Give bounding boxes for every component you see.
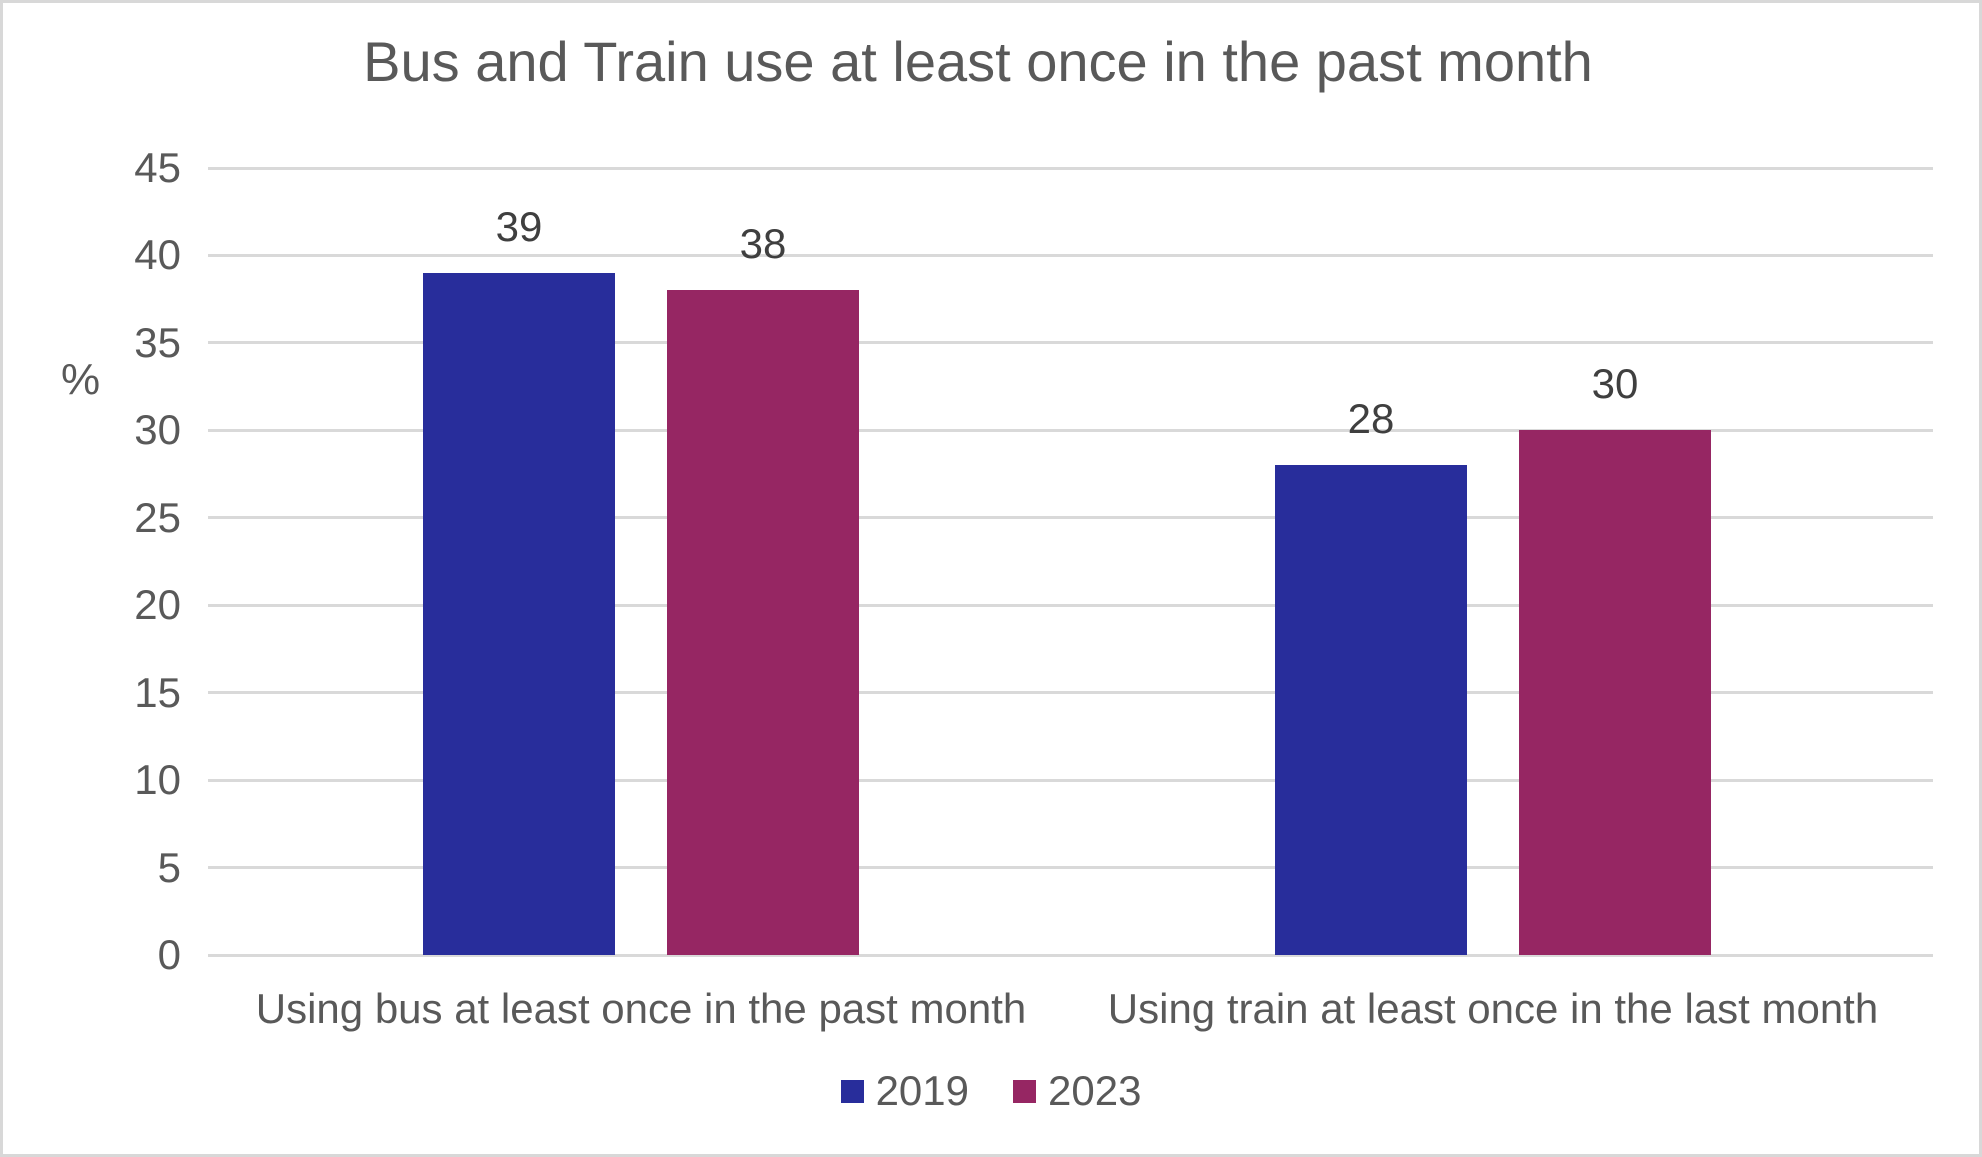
value-label-2019-category1: 39	[495, 202, 543, 250]
x-category-label-1: Using bus at least once in the past mont…	[255, 985, 1027, 1032]
chart-title: Bus and Train use at least once in the p…	[363, 30, 1593, 93]
gridline-45	[208, 166, 1933, 170]
x-category-label-2: Using train at least once in the last mo…	[1107, 985, 1879, 1032]
legend-swatch-2019	[840, 1079, 864, 1103]
y-axis-label: %	[61, 355, 101, 404]
gridline-40	[208, 253, 1933, 257]
gridline-0	[208, 953, 1933, 957]
legend-swatch-2023	[1013, 1079, 1036, 1103]
gridline-15	[208, 691, 1933, 695]
legend-label-2019: 2019	[875, 1067, 969, 1114]
bar-2023-category2	[1519, 430, 1711, 955]
y-tick-15: 15	[134, 668, 181, 716]
bar-2019-category2	[1275, 465, 1467, 955]
y-tick-10: 10	[134, 756, 181, 804]
gridline-25	[208, 516, 1933, 520]
bar-2019-category1	[423, 272, 615, 955]
legend-label-2023: 2023	[1048, 1067, 1142, 1114]
gridline-35	[208, 341, 1933, 345]
gridline-20	[208, 603, 1933, 607]
legend-item-2023: 2023	[1013, 1069, 1141, 1113]
bar-2023-category1	[667, 290, 859, 955]
gridline-5	[208, 866, 1933, 870]
y-tick-20: 20	[134, 581, 181, 629]
y-tick-0: 0	[157, 931, 181, 978]
y-tick-45: 45	[134, 144, 181, 191]
y-tick-30: 30	[134, 406, 181, 454]
value-label-2023-category1: 38	[739, 220, 787, 268]
legend-item-2019: 2019	[840, 1067, 969, 1114]
y-tick-25: 25	[134, 493, 181, 541]
y-tick-5: 5	[157, 843, 181, 891]
value-label-2019-category2: 28	[1347, 395, 1395, 443]
y-tick-35: 35	[134, 318, 181, 366]
gridline-30	[208, 428, 1933, 432]
y-tick-40: 40	[134, 231, 181, 279]
value-label-2023-category2: 30	[1591, 360, 1639, 408]
gridline-10	[208, 778, 1933, 782]
legend: 2019 2023	[3, 1069, 1979, 1113]
